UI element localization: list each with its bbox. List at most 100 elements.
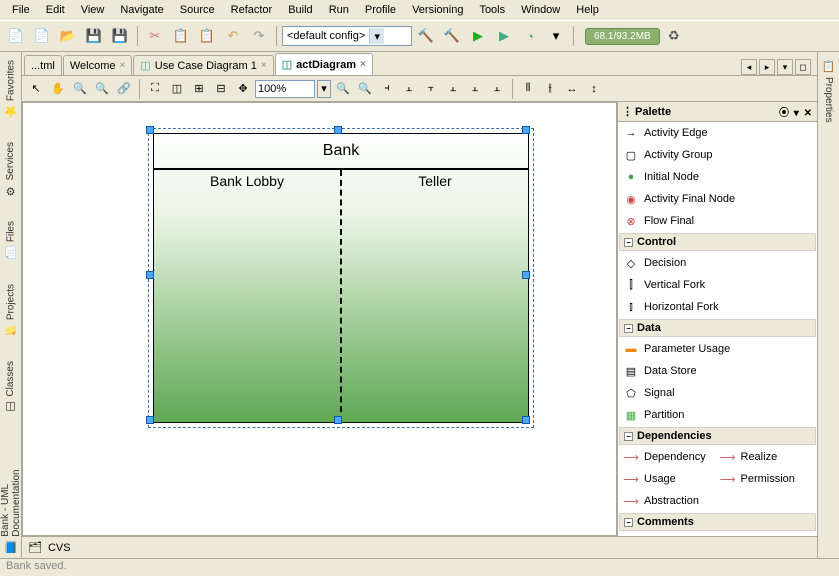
palette-item-activity-group[interactable]: ▢Activity Group	[618, 144, 817, 166]
layout1-button[interactable]: ⊞	[189, 79, 209, 99]
partition-column[interactable]: Bank Lobby	[154, 170, 340, 422]
profile-button[interactable]: ◔	[518, 24, 542, 48]
sidebar-tab-classes[interactable]: ◫Classes	[5, 357, 16, 418]
open-button[interactable]: 📂	[56, 24, 80, 48]
palette-category-data[interactable]: −Data	[619, 319, 816, 337]
zoom-interactive-tool[interactable]: 🔍	[92, 79, 112, 99]
menu-view[interactable]: View	[73, 2, 113, 18]
editor-tab-actdiagram[interactable]: ◫actDiagram×	[275, 53, 373, 75]
palette-item-vertical-fork[interactable]: ⫿Vertical Fork	[618, 274, 817, 296]
navigate-link-tool[interactable]: 🔗	[114, 79, 134, 99]
tab-list-button[interactable]: ▾	[777, 59, 793, 75]
sidebar-tab-services[interactable]: ⚙Services	[5, 138, 16, 201]
overview-button[interactable]: ◫	[167, 79, 187, 99]
menu-help[interactable]: Help	[568, 2, 607, 18]
partition-column[interactable]: Teller	[340, 170, 528, 422]
tab-next-button[interactable]: ▸	[759, 59, 775, 75]
debug-button[interactable]: ▶	[492, 24, 516, 48]
editor-tab--tml[interactable]: ...tml	[24, 55, 62, 75]
close-icon[interactable]: ×	[360, 59, 366, 70]
close-icon[interactable]: ×	[261, 60, 267, 71]
partition-element[interactable]: Bank Bank LobbyTeller	[153, 133, 529, 423]
palette-item-signal[interactable]: ⬠Signal	[618, 382, 817, 404]
size-h-button[interactable]: ↔	[562, 79, 582, 99]
cut-button[interactable]: ✂	[143, 24, 167, 48]
menu-file[interactable]: File	[4, 2, 38, 18]
align-center-button[interactable]: ⫠	[399, 79, 419, 99]
palette-item-data-store[interactable]: ▤Data Store	[618, 360, 817, 382]
run-button[interactable]: ▶	[466, 24, 490, 48]
paste-button[interactable]: 📋	[195, 24, 219, 48]
palette-item-flow-final[interactable]: ⊗Flow Final	[618, 210, 817, 232]
palette-category-control[interactable]: −Control	[619, 233, 816, 251]
palette-item-partition[interactable]: ▦Partition	[618, 404, 817, 426]
sidebar-tab-bank-uml-documentation[interactable]: 📘Bank - UML Documentation	[0, 433, 22, 558]
save-all-button[interactable]: 💾	[108, 24, 132, 48]
new-file-button[interactable]: 📄	[4, 24, 28, 48]
fit-window-button[interactable]: ⛶	[145, 79, 165, 99]
build-button[interactable]: 🔨	[414, 24, 438, 48]
sidebar-tab-projects[interactable]: 📁Projects	[4, 280, 18, 341]
layout2-button[interactable]: ⊟	[211, 79, 231, 99]
sidebar-tab-files[interactable]: 📄Files	[4, 217, 18, 263]
palette-category-dependencies[interactable]: −Dependencies	[619, 427, 816, 445]
selection-handle[interactable]	[146, 416, 154, 424]
editor-tab-welcome[interactable]: Welcome×	[63, 55, 133, 75]
align-left-button[interactable]: ⫞	[377, 79, 397, 99]
close-icon[interactable]: ×	[120, 60, 126, 71]
pan-tool[interactable]: ✋	[48, 79, 68, 99]
cvs-tab[interactable]: CVS	[48, 542, 71, 554]
sidebar-tab-favorites[interactable]: ⭐Favorites	[4, 56, 18, 122]
distribute-h-button[interactable]: ⫴	[518, 79, 538, 99]
diagram-canvas[interactable]: Bank Bank LobbyTeller	[22, 102, 617, 536]
editor-tab-use-case-diagram-1[interactable]: ◫Use Case Diagram 1×	[133, 55, 273, 75]
palette-item[interactable]: Dependency	[644, 451, 715, 463]
marquee-zoom-tool[interactable]: 🔍	[70, 79, 90, 99]
select-tool[interactable]: ↖	[26, 79, 46, 99]
menu-edit[interactable]: Edit	[38, 2, 73, 18]
palette-body[interactable]: →Activity Edge▢Activity Group●Initial No…	[618, 122, 817, 536]
palette-item-activity-edge[interactable]: →Activity Edge	[618, 122, 817, 144]
menu-tools[interactable]: Tools	[471, 2, 513, 18]
menu-refactor[interactable]: Refactor	[223, 2, 281, 18]
zoom-in-button[interactable]: 🔍	[333, 79, 353, 99]
palette-menu-button[interactable]: ⦿ ▾ ✕	[779, 104, 813, 119]
partition-title[interactable]: Bank	[154, 134, 528, 170]
redo-button[interactable]: ↷	[247, 24, 271, 48]
size-v-button[interactable]: ↕	[584, 79, 604, 99]
selection-handle[interactable]	[146, 271, 154, 279]
new-project-button[interactable]: 📄	[30, 24, 54, 48]
menu-versioning[interactable]: Versioning	[404, 2, 471, 18]
zoom-dropdown-arrow-icon[interactable]: ▾	[317, 80, 331, 98]
sidebar-tab-properties[interactable]: 📋Properties	[822, 56, 836, 127]
clean-build-button[interactable]: 🔨	[440, 24, 464, 48]
gc-button[interactable]: ♻	[662, 24, 686, 48]
distribute-v-button[interactable]: ⫲	[540, 79, 560, 99]
palette-item-abstraction[interactable]: ⟶Abstraction	[618, 490, 817, 512]
palette-item-initial-node[interactable]: ●Initial Node	[618, 166, 817, 188]
palette-item-activity-final-node[interactable]: ◉Activity Final Node	[618, 188, 817, 210]
selection-handle[interactable]	[522, 416, 530, 424]
align-right-button[interactable]: ⫟	[421, 79, 441, 99]
selection-handle[interactable]	[522, 126, 530, 134]
tab-prev-button[interactable]: ◂	[741, 59, 757, 75]
selection-handle[interactable]	[146, 126, 154, 134]
palette-item[interactable]: Permission	[741, 473, 812, 485]
save-button[interactable]: 💾	[82, 24, 106, 48]
profile-dropdown[interactable]: ▾	[544, 24, 568, 48]
menu-profile[interactable]: Profile	[357, 2, 404, 18]
menu-run[interactable]: Run	[321, 2, 357, 18]
config-dropdown[interactable]: <default config> ▾	[282, 26, 412, 46]
selection-handle[interactable]	[334, 126, 342, 134]
zoom-out-button[interactable]: 🔍	[355, 79, 375, 99]
menu-build[interactable]: Build	[280, 2, 320, 18]
menu-window[interactable]: Window	[513, 2, 568, 18]
menu-source[interactable]: Source	[172, 2, 223, 18]
zoom-input[interactable]	[255, 80, 315, 98]
menu-navigate[interactable]: Navigate	[112, 2, 171, 18]
selection-handle[interactable]	[522, 271, 530, 279]
palette-item-decision[interactable]: ◇Decision	[618, 252, 817, 274]
copy-button[interactable]: 📋	[169, 24, 193, 48]
palette-item-parameter-usage[interactable]: ▬Parameter Usage	[618, 338, 817, 360]
move-button[interactable]: ✥	[233, 79, 253, 99]
